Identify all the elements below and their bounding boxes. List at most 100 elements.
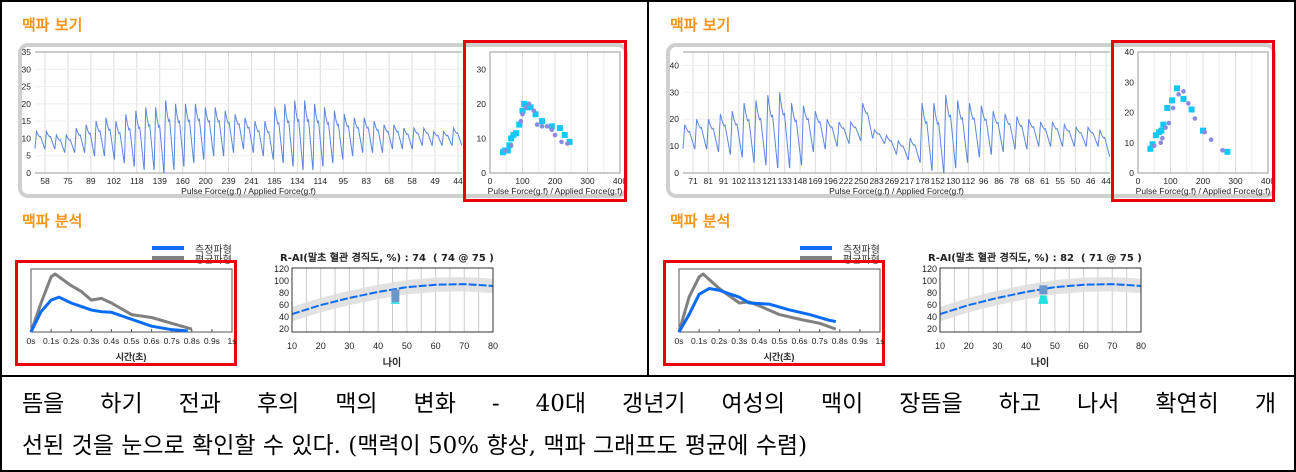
x-tick-label: 139 bbox=[153, 176, 167, 186]
divider-vertical bbox=[647, 0, 649, 376]
scatter-dot-point bbox=[508, 143, 514, 148]
x-tick-label: 0.7s bbox=[812, 336, 828, 346]
x-tick-label: 200 bbox=[199, 176, 213, 186]
y-tick-label: 0 bbox=[26, 168, 31, 178]
x-tick-label: 44 bbox=[1101, 176, 1111, 186]
y-tick-label: 30 bbox=[1125, 77, 1135, 87]
y-tick-label: 40 bbox=[1125, 47, 1135, 57]
x-tick-label: 20 bbox=[316, 341, 326, 351]
y-tick-label: 5 bbox=[26, 151, 31, 161]
x-tick-label: 0s bbox=[675, 336, 684, 346]
y-tick-label: 80 bbox=[927, 288, 937, 298]
x-tick-label: 0.8s bbox=[832, 336, 848, 346]
view-title: 맥파 보기 bbox=[670, 16, 731, 34]
x-axis-title: Pulse Force(g.f) / Applied Force(g.f) bbox=[1136, 186, 1271, 196]
rai-age-chart: 20 40 60 80 100 120 10 20 30 40 50 60 70 80 나이 bbox=[274, 264, 498, 369]
x-tick-label: 0.9s bbox=[204, 336, 220, 346]
scatter-dot-point bbox=[539, 124, 545, 129]
pulse-force-scatter: 0 100 200 300 400 0 10 20 30 40 Pulse Force(g.f) /… bbox=[1125, 47, 1276, 196]
x-tick-label: 50 bbox=[1071, 176, 1081, 186]
legend-swatch-average bbox=[152, 256, 184, 260]
y-tick-label: 40 bbox=[279, 312, 289, 322]
y-tick-label: 10 bbox=[1125, 138, 1135, 148]
scatter-dot-point bbox=[1186, 101, 1191, 106]
scatter-square-point bbox=[566, 138, 573, 145]
x-tick-label: 102 bbox=[732, 176, 746, 186]
x-axis-title: 나이 bbox=[383, 356, 401, 369]
x-tick-label: 200 bbox=[548, 176, 562, 186]
x-tick-label: 30 bbox=[344, 341, 354, 351]
x-tick-label: 0.4s bbox=[751, 336, 767, 346]
y-tick-label: 20 bbox=[22, 99, 32, 109]
legend-label-measured: 측정파형 bbox=[843, 245, 880, 256]
x-tick-label: 0.1s bbox=[691, 336, 707, 346]
x-tick-label: 40 bbox=[373, 341, 383, 351]
highlight-box-scatter bbox=[463, 40, 627, 202]
y-tick-label: 60 bbox=[927, 300, 937, 310]
x-tick-label: 96 bbox=[979, 176, 989, 186]
y-tick-label: 15 bbox=[22, 116, 32, 126]
x-axis-title: Pulse Force(g.f) / Applied Force(g.f) bbox=[181, 186, 316, 196]
scatter-dot-point bbox=[520, 111, 525, 117]
x-tick-label: 0.1s bbox=[43, 336, 59, 346]
x-tick-label: 114 bbox=[314, 176, 328, 186]
x-tick-label: 83 bbox=[361, 176, 371, 186]
scatter-square-point bbox=[508, 135, 515, 142]
x-tick-label: 50 bbox=[402, 341, 412, 351]
x-tick-label: 0.3s bbox=[83, 336, 99, 346]
x-tick-label: 148 bbox=[793, 176, 807, 186]
x-tick-label: 0.4s bbox=[103, 336, 119, 346]
y-tick-label: 10 bbox=[22, 133, 32, 143]
rai-title: R-AI(말초 혈관 경직도, %) : 74 ( 74 @ 75 ) bbox=[280, 253, 494, 264]
x-tick-label: 89 bbox=[86, 176, 96, 186]
scatter-square-point bbox=[548, 123, 555, 130]
rai-marker-low bbox=[1038, 295, 1049, 304]
x-tick-label: 50 bbox=[1050, 341, 1060, 351]
y-tick-label: 10 bbox=[670, 141, 680, 151]
average-waveform-line bbox=[29, 272, 193, 333]
measured-waveform-line bbox=[677, 287, 837, 333]
y-tick-label: 20 bbox=[670, 114, 680, 124]
x-tick-label: 134 bbox=[290, 176, 304, 186]
rai-age-chart: 20 40 60 80 100 120 10 20 30 40 50 60 70 80 나이 bbox=[922, 264, 1146, 369]
x-tick-label: 0s bbox=[27, 336, 36, 346]
scatter-dot-point bbox=[544, 124, 550, 129]
scatter-square-point bbox=[532, 111, 539, 118]
x-tick-label: 217 bbox=[900, 176, 914, 186]
x-tick-label: 80 bbox=[488, 341, 498, 351]
waveform-chart: 71 81 91 102 113 121 133 148 169 196 222 250 283 269 2… bbox=[670, 51, 1111, 196]
x-tick-label: 400 bbox=[613, 176, 627, 186]
x-tick-label: 58 bbox=[40, 176, 50, 186]
x-tick-label: 133 bbox=[778, 176, 792, 186]
x-tick-label: 49 bbox=[430, 176, 440, 186]
x-tick-label: 121 bbox=[762, 176, 776, 186]
scatter-square-point bbox=[556, 125, 563, 132]
analysis-title: 맥파 분석 bbox=[670, 212, 731, 230]
caption-line-2: 선된 것을 눈으로 확인할 수 있다. (맥력이 50% 향상, 맥파 그래프도… bbox=[22, 433, 808, 459]
scatter-dot-point bbox=[1202, 129, 1207, 135]
scatter-dot-point bbox=[559, 139, 564, 145]
x-tick-label: 55 bbox=[1055, 176, 1065, 186]
y-tick-label: 80 bbox=[279, 288, 289, 298]
scatter-square-point bbox=[1174, 85, 1180, 92]
x-tick-label: 44 bbox=[453, 176, 463, 186]
scatter-dot-point bbox=[1220, 148, 1225, 153]
scatter-dot-point bbox=[534, 122, 540, 127]
x-tick-label: 300 bbox=[580, 176, 594, 186]
x-tick-label: 75 bbox=[63, 176, 73, 186]
x-tick-label: 70 bbox=[1107, 341, 1117, 351]
x-tick-label: 30 bbox=[992, 341, 1002, 351]
x-tick-label: 70 bbox=[459, 341, 469, 351]
x-tick-label: 95 bbox=[339, 176, 349, 186]
x-tick-label: 91 bbox=[719, 176, 729, 186]
average-waveform-line bbox=[677, 272, 837, 333]
x-tick-label: 169 bbox=[808, 176, 822, 186]
x-tick-label: 0.3s bbox=[731, 336, 747, 346]
scatter-dot-point bbox=[1181, 89, 1186, 94]
y-tick-label: 120 bbox=[274, 264, 289, 274]
waveform-chart: 58 75 89 102 118 139 160 200 239 241 185 134 114 95 83… bbox=[22, 47, 463, 196]
x-tick-label: 196 bbox=[824, 176, 838, 186]
scatter-dot-point bbox=[1160, 135, 1165, 141]
pulse-analysis-chart: 0s 0.1s 0.2s 0.3s 0.4s 0.5s 0.6s 0.7s 0.8s 0.9s 1s… bbox=[675, 268, 884, 362]
rai-title: R-AI(말초 혈관 경직도, %) : 82 ( 71 @ 75 ) bbox=[928, 253, 1142, 264]
